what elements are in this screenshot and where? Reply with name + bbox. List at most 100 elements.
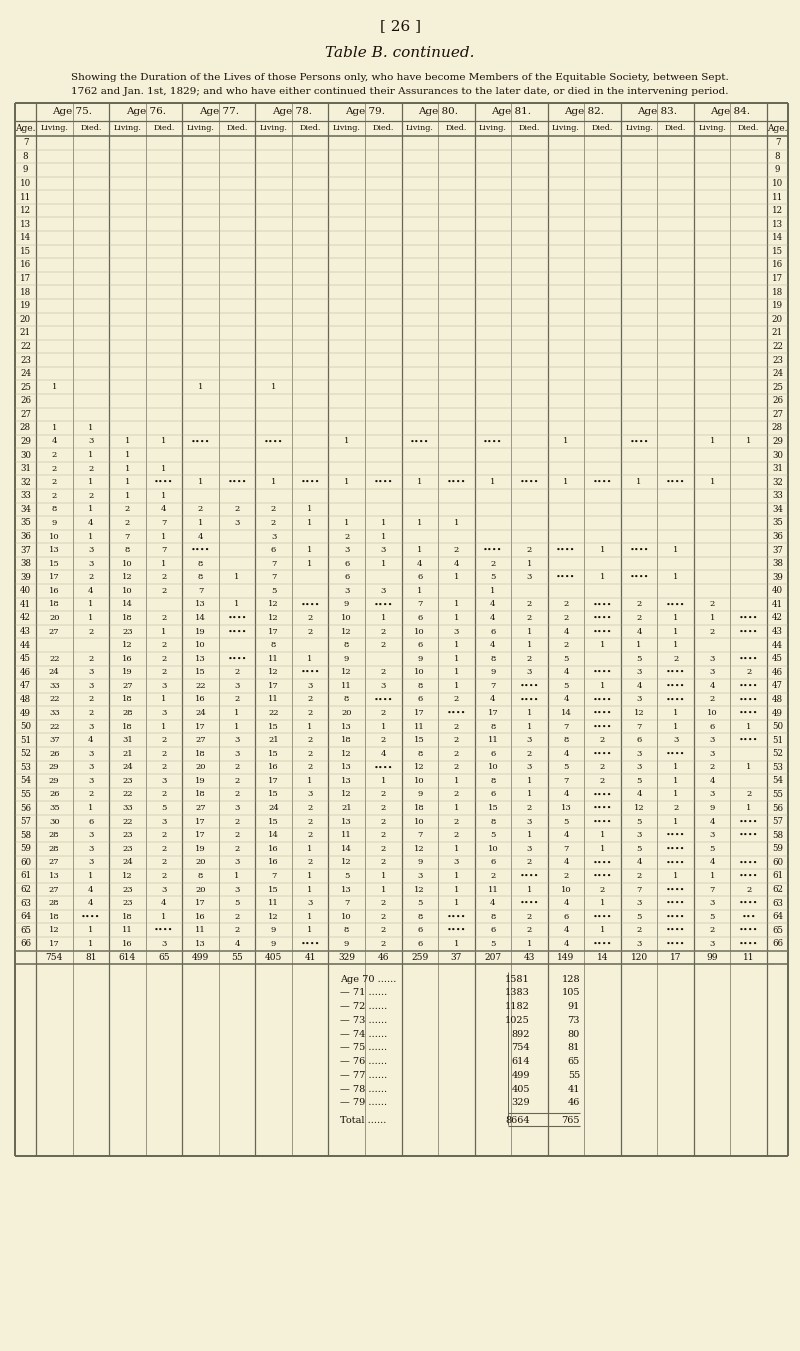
Text: 2: 2 <box>454 750 459 758</box>
Text: 4: 4 <box>490 642 496 648</box>
Text: 2: 2 <box>88 492 94 500</box>
Text: 4: 4 <box>563 900 569 907</box>
Text: 28: 28 <box>122 709 133 717</box>
Text: Living.: Living. <box>260 124 287 132</box>
Text: 3: 3 <box>234 858 240 866</box>
Text: 36: 36 <box>772 532 783 540</box>
Text: ••••: •••• <box>520 682 539 690</box>
Text: 2: 2 <box>307 709 313 717</box>
Text: 8: 8 <box>271 642 276 648</box>
Text: 2: 2 <box>162 790 166 798</box>
Text: 1: 1 <box>454 642 459 648</box>
Text: 31: 31 <box>772 465 783 473</box>
Text: 4: 4 <box>563 858 569 866</box>
Text: 22: 22 <box>772 342 783 351</box>
Text: 6: 6 <box>490 927 495 935</box>
Text: ••••: •••• <box>190 438 210 446</box>
Text: 5: 5 <box>563 817 569 825</box>
Text: ••••: •••• <box>593 913 612 920</box>
Text: ••••: •••• <box>446 913 466 920</box>
Text: 16: 16 <box>195 696 206 704</box>
Text: 1: 1 <box>381 613 386 621</box>
Text: 4: 4 <box>563 831 569 839</box>
Text: 19: 19 <box>195 628 206 635</box>
Text: 23: 23 <box>122 628 133 635</box>
Text: 5: 5 <box>563 682 569 690</box>
Text: 1: 1 <box>88 600 94 608</box>
Text: 149: 149 <box>558 952 574 962</box>
Text: 14: 14 <box>342 844 352 852</box>
Text: Living.: Living. <box>698 124 726 132</box>
Text: 17: 17 <box>195 831 206 839</box>
Text: 2: 2 <box>162 831 166 839</box>
Text: 24: 24 <box>268 804 279 812</box>
Text: 80: 80 <box>568 1029 580 1039</box>
Text: 6: 6 <box>417 940 422 948</box>
Text: ••••: •••• <box>739 871 758 880</box>
Text: 3: 3 <box>454 628 459 635</box>
Text: 1: 1 <box>307 559 313 567</box>
Text: 49: 49 <box>772 708 783 717</box>
Text: 1: 1 <box>490 586 495 594</box>
Text: 2: 2 <box>234 790 240 798</box>
Text: 46: 46 <box>378 952 389 962</box>
Text: 11: 11 <box>268 696 279 704</box>
Text: 1: 1 <box>125 451 130 459</box>
Text: 754: 754 <box>46 952 63 962</box>
Text: 5: 5 <box>271 586 276 594</box>
Text: 24: 24 <box>195 709 206 717</box>
Text: 15: 15 <box>772 247 783 255</box>
Text: ••••: •••• <box>593 858 612 866</box>
Text: — 77 ......: — 77 ...... <box>340 1071 387 1079</box>
Text: 6: 6 <box>88 817 94 825</box>
Text: 40: 40 <box>772 586 783 596</box>
Text: 1: 1 <box>88 424 94 432</box>
Text: 4: 4 <box>636 790 642 798</box>
Text: 1: 1 <box>746 763 751 771</box>
Text: 16: 16 <box>268 858 279 866</box>
Text: 19: 19 <box>195 777 206 785</box>
Text: 2: 2 <box>381 669 386 677</box>
Text: 1: 1 <box>454 900 459 907</box>
Text: 8: 8 <box>51 505 57 513</box>
Text: 2: 2 <box>526 804 532 812</box>
Text: 37: 37 <box>49 736 60 744</box>
Text: 3: 3 <box>234 519 240 527</box>
Text: 3: 3 <box>636 669 642 677</box>
Text: Age 83.: Age 83. <box>638 108 678 116</box>
Text: 8: 8 <box>344 642 350 648</box>
Text: ••••: •••• <box>593 613 612 621</box>
Text: 1: 1 <box>600 682 606 690</box>
Text: 2: 2 <box>88 573 94 581</box>
Text: Living.: Living. <box>333 124 361 132</box>
Text: 4: 4 <box>490 613 496 621</box>
Text: ••••: •••• <box>593 600 612 608</box>
Text: 2: 2 <box>600 885 605 893</box>
Text: 7: 7 <box>271 573 276 581</box>
Text: 6: 6 <box>417 613 422 621</box>
Text: 48: 48 <box>20 694 31 704</box>
Text: 30: 30 <box>49 817 59 825</box>
Text: 1: 1 <box>526 790 532 798</box>
Text: 4: 4 <box>636 682 642 690</box>
Text: 11: 11 <box>20 193 31 201</box>
Text: 11: 11 <box>487 736 498 744</box>
Text: 2: 2 <box>198 505 203 513</box>
Text: Total ......: Total ...... <box>340 1116 386 1125</box>
Text: 3: 3 <box>271 532 276 540</box>
Text: 1: 1 <box>307 519 313 527</box>
Text: 17: 17 <box>49 573 60 581</box>
Text: 7: 7 <box>271 871 276 880</box>
Text: 3: 3 <box>234 804 240 812</box>
Text: 2: 2 <box>526 546 532 554</box>
Text: 6: 6 <box>417 696 422 704</box>
Text: 6: 6 <box>344 573 350 581</box>
Text: 99: 99 <box>706 952 718 962</box>
Text: 4: 4 <box>710 777 715 785</box>
Text: 12: 12 <box>268 913 279 920</box>
Text: 43: 43 <box>524 952 535 962</box>
Text: 3: 3 <box>162 682 166 690</box>
Text: 3: 3 <box>162 777 166 785</box>
Text: 3: 3 <box>234 885 240 893</box>
Text: 35: 35 <box>49 804 60 812</box>
